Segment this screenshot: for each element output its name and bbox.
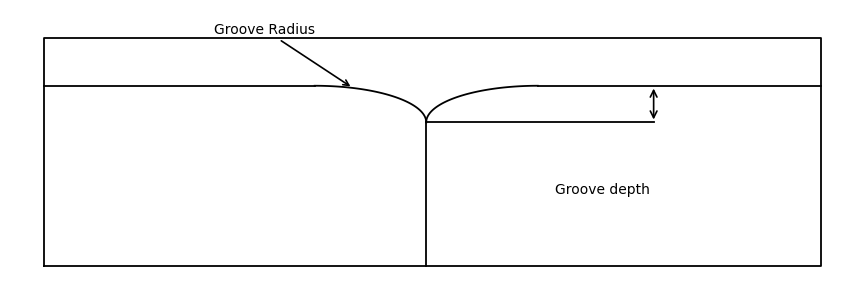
Text: Groove Radius: Groove Radius bbox=[214, 22, 349, 85]
Text: Groove depth: Groove depth bbox=[555, 183, 650, 197]
